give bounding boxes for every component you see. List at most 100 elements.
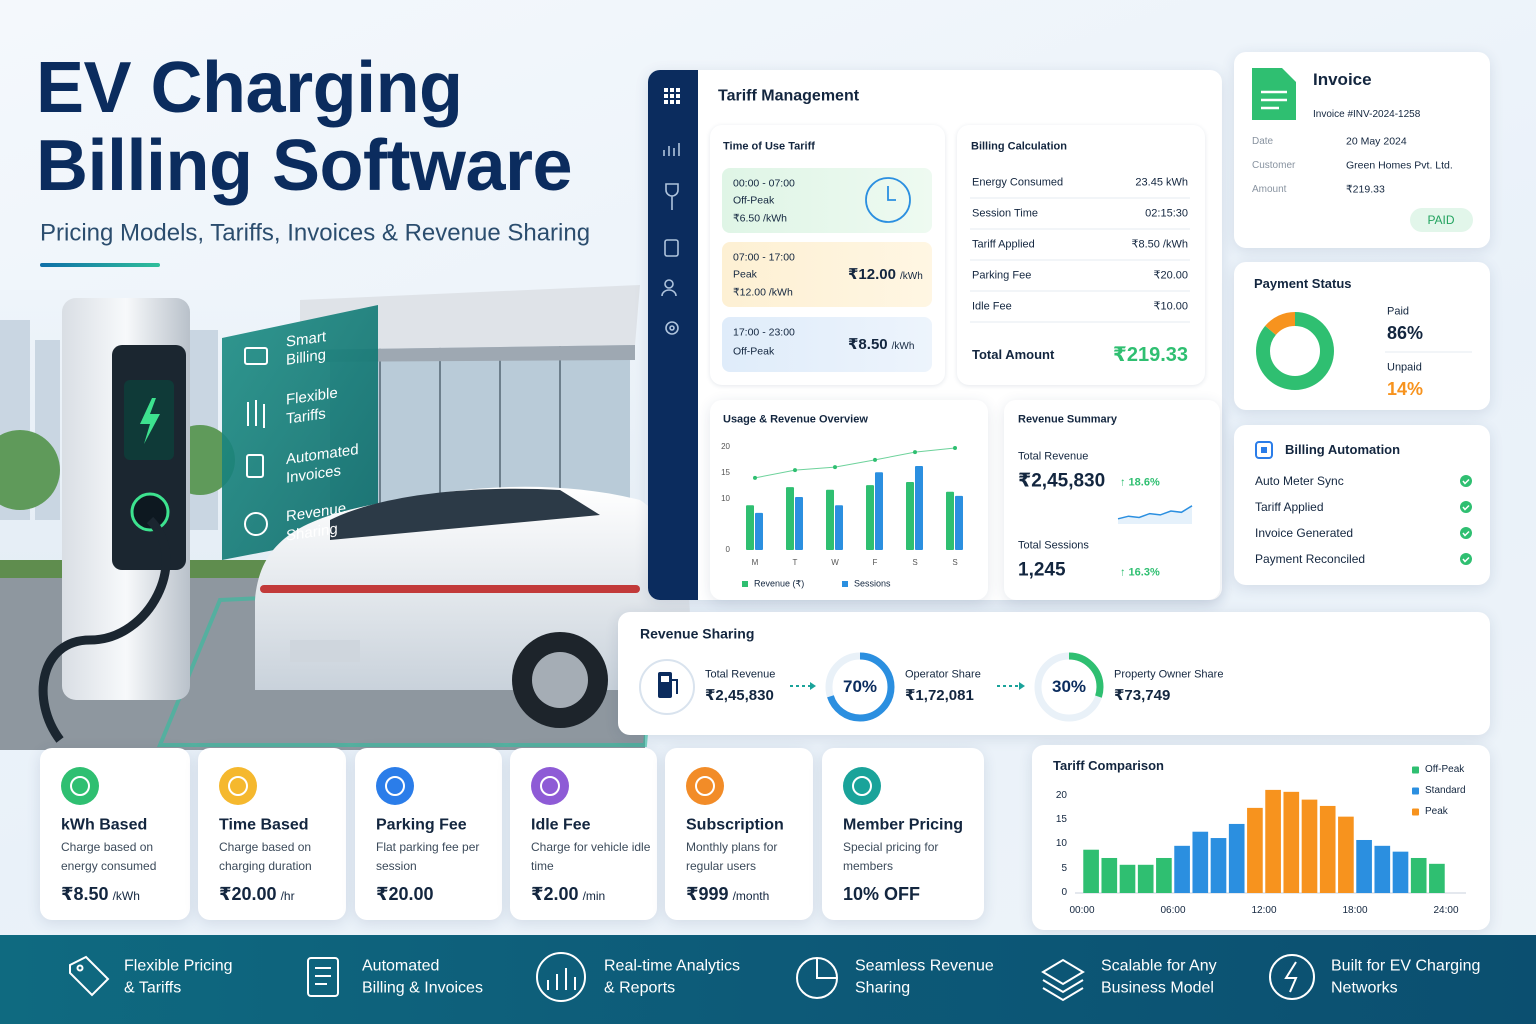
row-value: ₹20.00	[1153, 269, 1188, 282]
card-title: Payment Status	[1254, 276, 1352, 292]
pricing-description: Charge for vehicle idle time	[531, 840, 651, 873]
pricing-price: ₹20.00/hr	[219, 884, 295, 906]
slot-price: ₹8.50/kWh	[848, 336, 914, 354]
footer-text: Built for EV Charging	[1331, 957, 1481, 975]
total-value: ₹219.33	[1112, 344, 1188, 366]
row-label: Tariff Applied	[972, 238, 1035, 251]
share-amount: ₹1,72,081	[905, 687, 974, 704]
share-amount: ₹73,749	[1114, 687, 1171, 704]
row-value: Green Homes Pvt. Ltd.	[1346, 159, 1453, 172]
x-tick-label: 12:00	[1251, 905, 1277, 916]
row-label: Customer	[1252, 160, 1296, 171]
title-underline	[40, 263, 160, 267]
card-title: Billing Calculation	[971, 140, 1067, 153]
unit: /min	[582, 889, 606, 904]
footer-text: & Tariffs	[124, 979, 182, 997]
automation-item: Tariff Applied	[1255, 499, 1324, 514]
automation-item: Invoice Generated	[1255, 525, 1354, 540]
price: 10% OFF	[843, 884, 921, 905]
panel-title: Tariff Management	[718, 87, 860, 105]
slot-time: 00:00 - 07:00	[733, 177, 795, 190]
legend-label: Unpaid	[1387, 361, 1422, 374]
slot-rate: ₹12.00 /kWh	[733, 286, 793, 299]
invoice-number: Invoice #INV-2024-1258	[1313, 109, 1421, 120]
row-label: Amount	[1252, 184, 1287, 195]
pricing-description: Monthly plans for regular users	[686, 840, 778, 873]
legend-value: 86%	[1387, 323, 1424, 344]
unit: /kWh	[891, 340, 915, 352]
price: ₹20.00	[376, 884, 434, 905]
legend-label: Peak	[1425, 806, 1448, 817]
legend-label: Off-Peak	[1425, 764, 1465, 775]
share-label: Property Owner Share	[1114, 668, 1224, 681]
footer-text: Scalable for Any	[1101, 957, 1217, 975]
legend-label: Paid	[1387, 305, 1410, 318]
x-tick-label: S	[952, 558, 958, 568]
stat-value: 1,245	[1018, 559, 1066, 581]
slot-label: Off-Peak	[733, 194, 775, 207]
footer-text: Sharing	[855, 979, 911, 997]
footer-text: Real-time Analytics	[604, 957, 741, 975]
row-value: ₹10.00	[1153, 300, 1188, 313]
pricing-title: Subscription	[686, 816, 784, 834]
slot-rate: ₹6.50 /kWh	[733, 212, 787, 225]
x-tick-label: F	[872, 558, 878, 568]
y-tick-label: 15	[721, 467, 730, 477]
x-tick-label: S	[912, 558, 918, 568]
row-value: 23.45 kWh	[1135, 176, 1188, 189]
stat-label: Total Revenue	[1018, 450, 1089, 463]
slot-label: Off-Peak	[733, 345, 775, 358]
slot-price: ₹12.00/kWh	[848, 266, 923, 284]
x-tick-label: 18:00	[1342, 905, 1368, 916]
footer-text: Business Model	[1101, 979, 1214, 997]
subtitle: Pricing Models, Tariffs, Invoices & Reve…	[40, 219, 591, 247]
invoice-title: Invoice	[1313, 69, 1372, 89]
share-label: Total Revenue	[705, 668, 776, 681]
row-value: ₹8.50 /kWh	[1131, 238, 1188, 251]
revenue-summary-card	[1004, 400, 1220, 600]
price: ₹8.50	[848, 335, 888, 353]
pricing-price: ₹20.00	[376, 884, 434, 906]
price: ₹999	[686, 884, 729, 905]
card-title: Revenue Sharing	[640, 625, 755, 642]
automation-item: Auto Meter Sync	[1255, 473, 1344, 488]
stat-growth: ↑ 16.3%	[1120, 566, 1160, 579]
tariff-slot	[722, 242, 932, 307]
pricing-description: Charge based on energy consumed	[61, 840, 157, 873]
title: Billing Software	[36, 125, 573, 206]
card-title: Billing Automation	[1285, 442, 1401, 458]
y-tick-label: 20	[1055, 789, 1067, 801]
footer-text: & Reports	[604, 979, 676, 997]
sidebar	[648, 70, 698, 600]
chart-title: Tariff Comparison	[1053, 758, 1164, 774]
legend-label: Standard	[1425, 785, 1466, 796]
pricing-title: Member Pricing	[843, 816, 964, 834]
price: ₹8.50	[61, 884, 109, 905]
unit: /hr	[280, 889, 295, 904]
y-tick-label: 0	[1061, 887, 1067, 898]
pricing-description: Charge based on charging duration	[219, 840, 312, 873]
pricing-price: ₹2.00/min	[531, 884, 605, 906]
pricing-price: ₹8.50/kWh	[61, 884, 140, 906]
share-amount: ₹2,45,830	[705, 687, 774, 704]
price: ₹12.00	[848, 265, 896, 283]
footer-text: Seamless Revenue	[855, 957, 994, 975]
footer-text: Flexible Pricing	[124, 957, 233, 975]
status-pill	[1410, 208, 1473, 232]
stat-value: ₹2,45,830	[1018, 470, 1106, 492]
pricing-title: Parking Fee	[376, 816, 467, 834]
y-tick-label: 20	[721, 442, 730, 452]
automation-card	[1234, 425, 1490, 585]
pricing-description: Special pricing for members	[843, 840, 939, 873]
row-label: Idle Fee	[972, 300, 1012, 313]
unit: /kWh	[112, 889, 140, 904]
row-label: Date	[1252, 136, 1274, 147]
x-tick-label: 24:00	[1433, 905, 1459, 916]
title: EV Charging	[36, 47, 463, 128]
price: ₹2.00	[531, 884, 579, 905]
x-tick-label: T	[792, 558, 798, 568]
footer-band	[0, 935, 1536, 1024]
card-title: Time of Use Tariff	[723, 140, 815, 153]
unit: /month	[732, 889, 770, 904]
